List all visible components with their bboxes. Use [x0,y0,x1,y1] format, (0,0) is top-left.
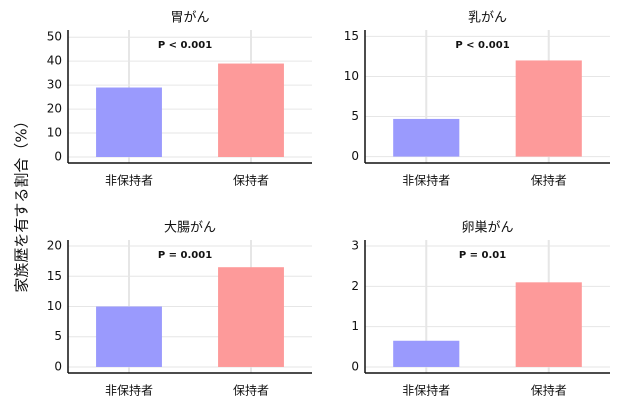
y-tick-label: 30 [47,78,62,92]
chart-title: 乳がん [468,11,507,26]
chart-title: 大腸がん [164,221,216,236]
y-tick-label: 20 [47,239,62,253]
y-tick-label: 40 [47,54,62,68]
bar [96,306,162,367]
bar [218,63,284,158]
y-tick-label: 10 [47,126,62,140]
y-tick-label: 0 [54,150,62,164]
y-tick-label: 15 [344,29,359,43]
y-tick-label: 2 [351,279,359,293]
y-tick-label: 0 [351,359,359,373]
annotation: P = 0.001 [158,250,212,261]
y-tick-label: 15 [47,269,62,283]
x-tick-label: 保持者 [531,173,567,188]
x-tick-label: 非保持者 [105,383,153,398]
y-tick-label: 5 [351,109,359,123]
x-tick-label: 保持者 [233,383,269,398]
annotation: P < 0.001 [455,40,509,51]
y-tick-label: 10 [344,69,359,83]
x-tick-label: 保持者 [233,173,269,188]
annotation: P = 0.01 [459,250,506,261]
y-tick-label: 3 [351,239,359,253]
chart-title: 胃がん [170,11,209,26]
x-tick-label: 非保持者 [402,383,450,398]
bar [393,340,460,367]
y-tick-label: 50 [47,30,62,44]
bar [515,60,582,157]
y-tick-label: 5 [54,329,62,343]
bar [393,118,460,157]
x-tick-label: 保持者 [531,383,567,398]
bar [218,267,284,367]
y-tick-label: 0 [54,359,62,373]
x-tick-label: 非保持者 [105,173,153,188]
y-tick-label: 10 [47,299,62,313]
chart-title: 卵巣がん [461,221,513,236]
bar [96,87,162,158]
x-tick-label: 非保持者 [402,173,450,188]
annotation: P < 0.001 [158,40,212,51]
y-tick-label: 20 [47,102,62,116]
y-axis-label: 家族歴を有する割合（%） [13,113,31,292]
bar [515,282,582,367]
y-tick-label: 1 [351,319,359,333]
y-tick-label: 0 [351,149,359,163]
